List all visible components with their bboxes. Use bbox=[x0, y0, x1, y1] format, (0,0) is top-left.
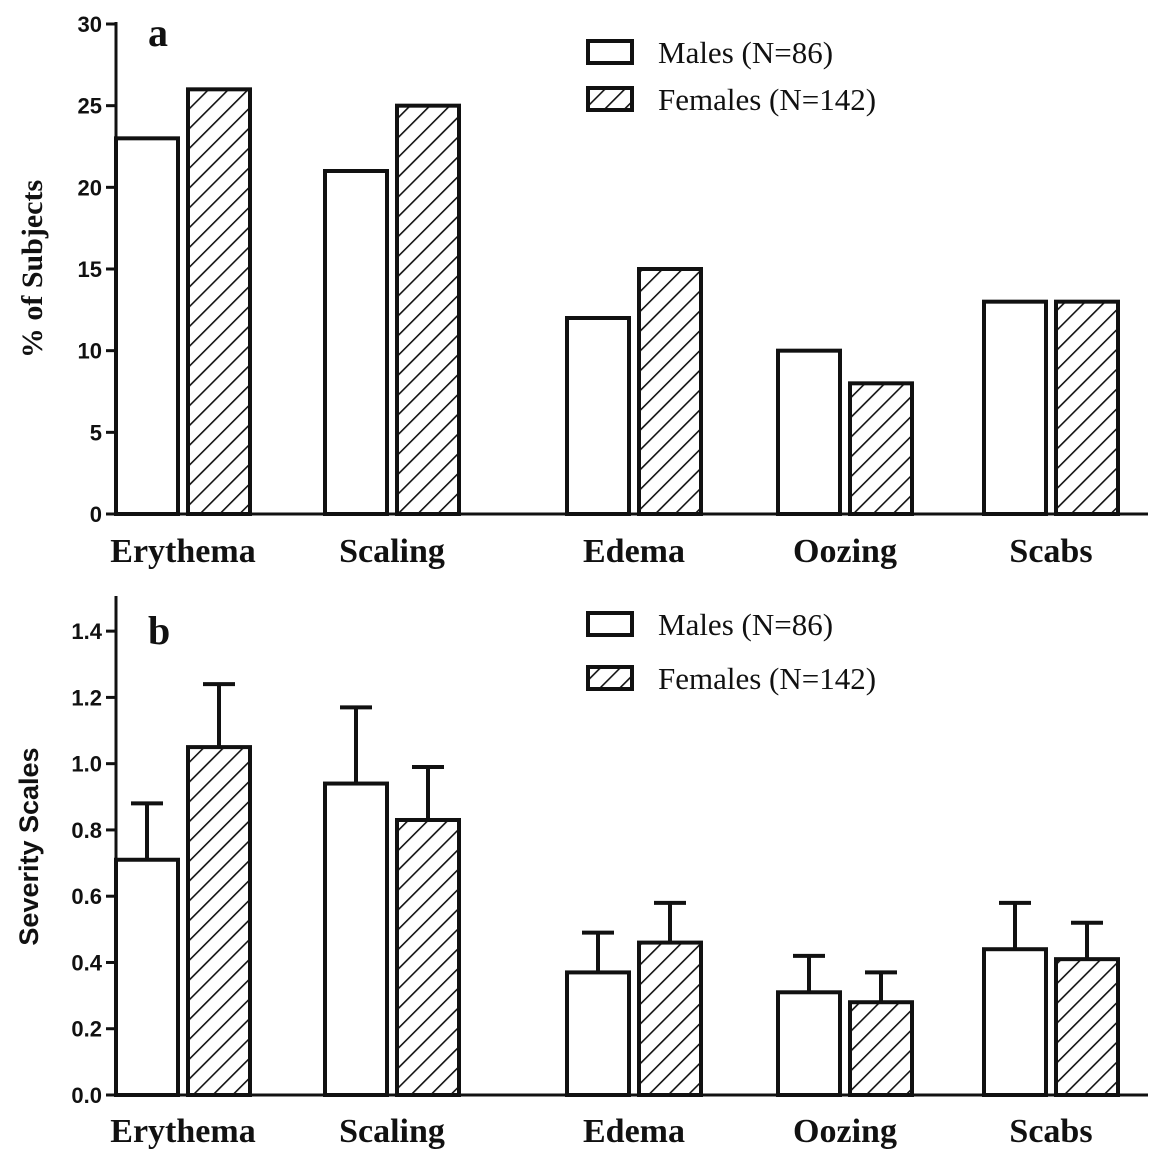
male-bar-oozing bbox=[776, 348, 842, 516]
y-tick-label: 0 bbox=[90, 502, 102, 527]
female-bar-scabs bbox=[1054, 299, 1120, 516]
chart-panel-b: 0.0 0.2 0.4 0.6 0.8 1.0 1.2 1.4 Severity Scales b… bbox=[14, 596, 1148, 1150]
male-bar-scaling bbox=[323, 781, 389, 1098]
y-tick-label: 0.2 bbox=[71, 1017, 102, 1042]
female-bar-edema bbox=[637, 940, 703, 1097]
panel-label: a bbox=[148, 10, 168, 55]
y-tick-label: 1.0 bbox=[71, 752, 102, 777]
female-bar-scaling bbox=[395, 817, 461, 1097]
female-bar-oozing bbox=[848, 1000, 914, 1098]
category-label-scabs: Scabs bbox=[1009, 533, 1092, 570]
category-label-oozing: Oozing bbox=[793, 1113, 897, 1150]
category-label-scabs: Scabs bbox=[1009, 1113, 1092, 1150]
female-bar-scabs bbox=[1054, 957, 1120, 1097]
category-label-edema: Edema bbox=[583, 1113, 685, 1150]
female-bar-erythema bbox=[186, 745, 252, 1097]
female-bar-erythema bbox=[186, 87, 252, 516]
y-tick-label: 0.8 bbox=[71, 818, 102, 843]
category-label-erythema: Erythema bbox=[110, 1113, 255, 1150]
y-tick-label: 20 bbox=[78, 175, 102, 200]
male-bar-edema bbox=[565, 316, 631, 516]
legend-label-males: Males (N=86) bbox=[658, 607, 833, 642]
legend-label-females: Females (N=142) bbox=[658, 82, 876, 117]
legend-swatch-males bbox=[586, 611, 634, 637]
female-bar-edema bbox=[637, 267, 703, 516]
y-tick-label: 10 bbox=[78, 339, 102, 364]
legend-swatch-females bbox=[586, 665, 634, 691]
male-bar-oozing bbox=[776, 990, 842, 1098]
male-bar-scaling bbox=[323, 169, 389, 516]
category-label-edema: Edema bbox=[583, 533, 685, 570]
legend-label-females: Females (N=142) bbox=[658, 661, 876, 696]
y-tick-label: 15 bbox=[78, 257, 102, 282]
legend-swatch-females bbox=[586, 86, 634, 112]
y-tick-label: 30 bbox=[78, 12, 102, 37]
male-bar-erythema bbox=[114, 136, 180, 516]
y-tick-label: 0.6 bbox=[71, 884, 102, 909]
chart-panel-a: 0 5 10 15 20 25 30 % of Subjects a Erythema Scalin… bbox=[16, 10, 1148, 570]
y-tick-label: 1.2 bbox=[71, 685, 102, 710]
category-label-scaling: Scaling bbox=[339, 533, 445, 570]
category-label-scaling: Scaling bbox=[339, 1113, 445, 1150]
male-bar-scabs bbox=[982, 299, 1048, 516]
y-tick-label: 0.0 bbox=[71, 1083, 102, 1108]
y-tick-label: 25 bbox=[78, 94, 102, 119]
category-label-erythema: Erythema bbox=[110, 533, 255, 570]
legend-swatch-males bbox=[586, 39, 634, 65]
category-label-oozing: Oozing bbox=[793, 533, 897, 570]
y-tick-label: 5 bbox=[90, 420, 102, 445]
male-bar-erythema bbox=[114, 857, 180, 1098]
male-bar-edema bbox=[565, 970, 631, 1098]
y-tick-label: 0.4 bbox=[71, 950, 102, 975]
y-axis-label: % of Subjects bbox=[16, 180, 49, 358]
female-bar-oozing bbox=[848, 381, 914, 517]
y-tick-label: 1.4 bbox=[71, 619, 102, 644]
legend-label-males: Males (N=86) bbox=[658, 35, 833, 70]
female-bar-scaling bbox=[395, 103, 461, 517]
y-axis-label: Severity Scales bbox=[14, 747, 44, 945]
male-bar-scabs bbox=[982, 947, 1048, 1097]
panel-label: b bbox=[148, 608, 170, 653]
